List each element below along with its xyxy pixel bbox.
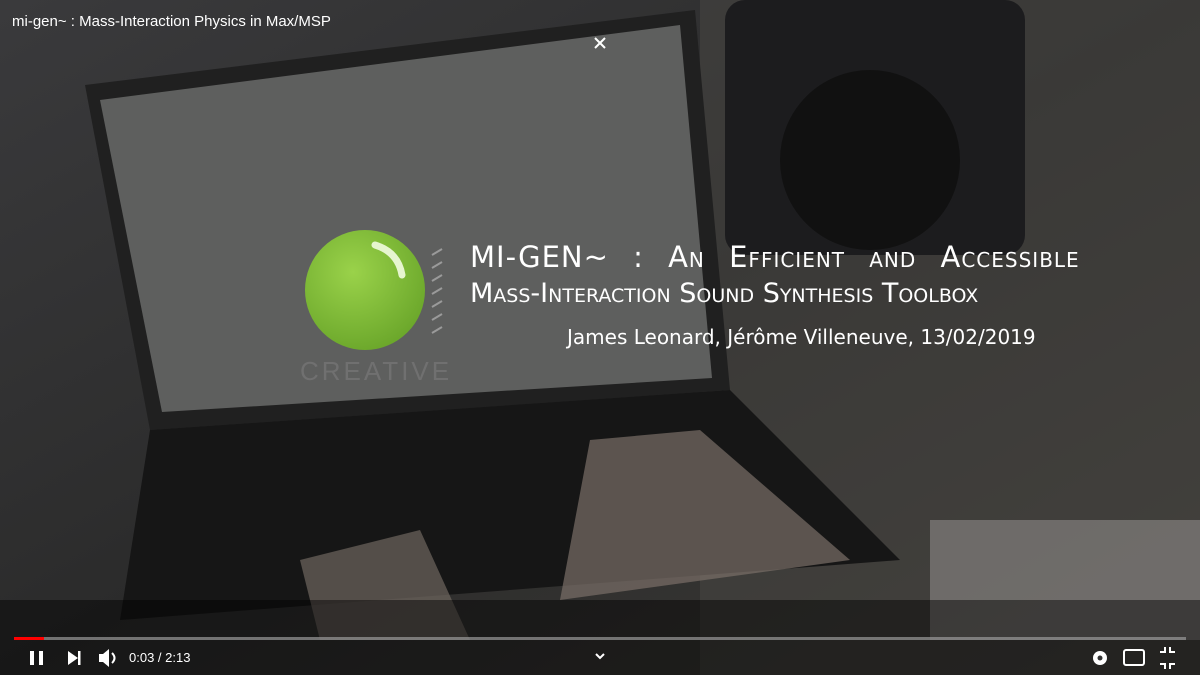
time-display: 0:03 / 2:13 [129, 650, 191, 665]
logo-text: CREATIVE [300, 356, 453, 386]
pause-icon[interactable] [30, 651, 43, 665]
slide-title: Mass-Interaction Sound Synthesis Toolbox [470, 278, 979, 309]
chevron[interactable] [595, 653, 605, 660]
cast-icon[interactable] [1123, 649, 1145, 666]
slide-title: MI-GEN~ : An Efficient and Accessible [470, 240, 1080, 274]
next-icon[interactable] [68, 651, 81, 665]
slide-authors: James Leonard, Jérôme Villeneuve, 13/02/… [567, 325, 1036, 349]
exit-fullscreen-icon[interactable] [1160, 647, 1175, 669]
volume-icon[interactable] [99, 649, 116, 667]
video-title[interactable]: mi-gen~ : Mass-Interaction Physics in Ma… [12, 13, 331, 30]
close-icon[interactable] [594, 37, 606, 49]
